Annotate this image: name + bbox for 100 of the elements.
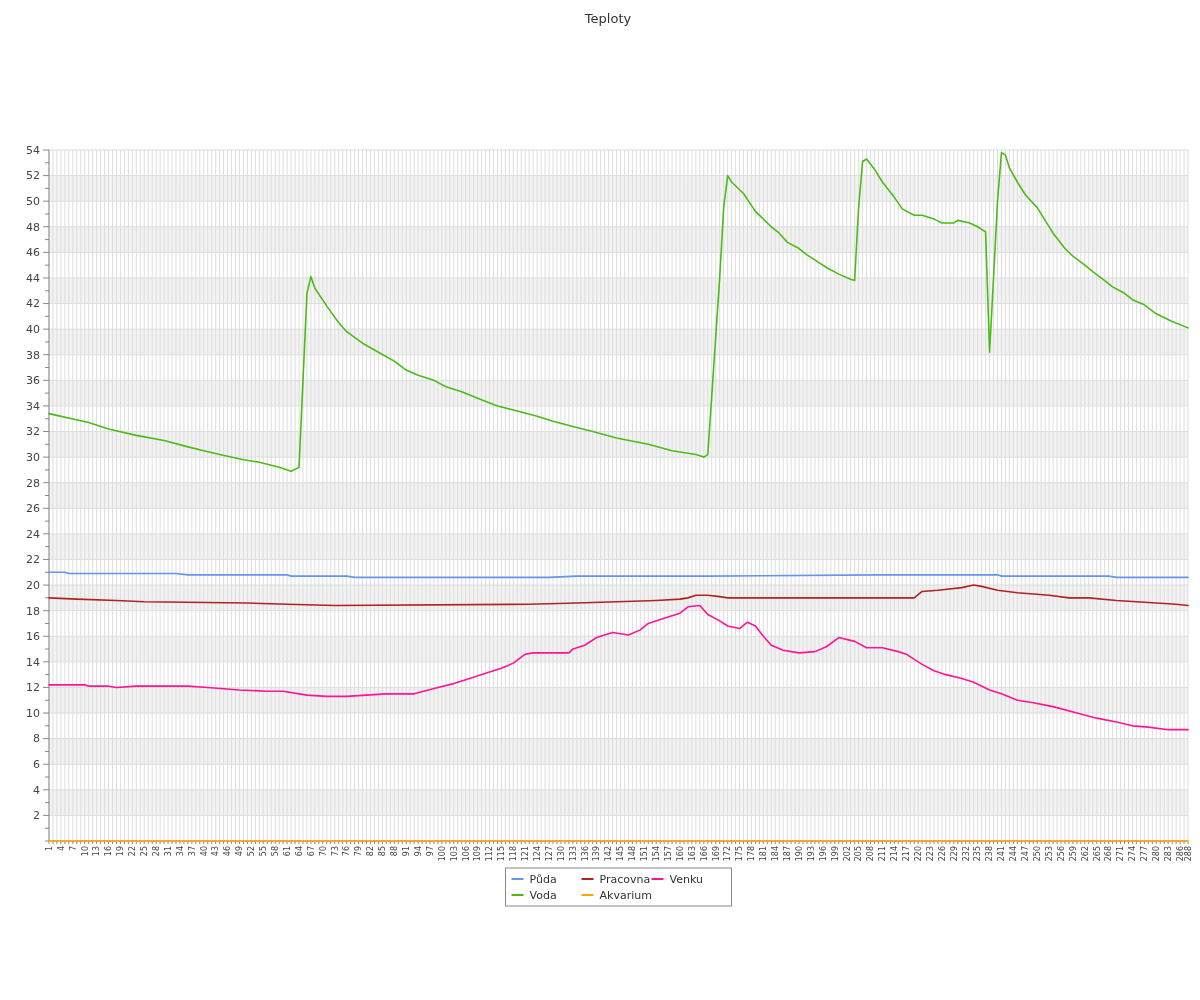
- x-tick-label: 235: [973, 846, 983, 862]
- x-tick-label: 238: [985, 846, 995, 862]
- x-tick-label: 118: [509, 846, 519, 862]
- x-tick-label: 91: [401, 846, 411, 857]
- x-tick-label: 94: [413, 846, 423, 857]
- x-tick-label: 88: [390, 846, 400, 857]
- y-tick-label: 4: [33, 783, 40, 797]
- x-tick-label: 37: [187, 846, 197, 857]
- x-tick-label: 115: [497, 846, 507, 862]
- x-tick-label: 256: [1056, 846, 1066, 862]
- x-tick-label: 31: [163, 846, 173, 857]
- x-tick-label: 100: [437, 846, 447, 862]
- x-tick-label: 211: [878, 846, 888, 862]
- x-tick-label: 46: [223, 846, 233, 857]
- x-tick-label: 208: [866, 846, 876, 862]
- x-tick-label: 112: [485, 846, 495, 862]
- x-tick-label: 277: [1140, 846, 1150, 862]
- x-tick-label: 166: [699, 846, 709, 862]
- x-tick-label: 64: [294, 846, 304, 857]
- x-tick-label: 130: [556, 846, 566, 862]
- x-tick-label: 250: [1032, 846, 1042, 862]
- x-tick-label: 139: [592, 846, 602, 862]
- x-tick-label: 214: [890, 846, 900, 862]
- line-series: [48, 604, 1189, 731]
- y-tick-label: 14: [26, 655, 40, 669]
- x-tick-label: 268: [1104, 846, 1114, 862]
- x-tick-label: 82: [366, 846, 376, 857]
- x-tick-label: 220: [913, 846, 923, 862]
- x-tick-label: 157: [663, 846, 673, 862]
- x-tick-label: 40: [199, 846, 209, 857]
- x-tick-label: 52: [247, 846, 257, 857]
- y-tick-label: 52: [26, 169, 40, 183]
- x-tick-label: 145: [616, 846, 626, 862]
- y-tick-label: 48: [26, 220, 40, 234]
- y-tick-label: 36: [26, 374, 40, 388]
- x-tick-label: 85: [378, 846, 388, 857]
- x-tick-label: 25: [140, 846, 150, 857]
- x-tick-label: 103: [449, 846, 459, 862]
- x-tick-label: 16: [104, 846, 114, 857]
- y-tick-label: 46: [26, 246, 40, 260]
- y-tick-label: 32: [26, 425, 40, 439]
- x-tick-label: 58: [271, 846, 281, 857]
- x-tick-label: 205: [854, 846, 864, 862]
- legend-label: Pracovna: [599, 872, 651, 886]
- legend-label: Půda: [529, 872, 557, 886]
- y-tick-label: 20: [26, 578, 40, 592]
- y-tick-label: 18: [26, 604, 40, 618]
- x-tick-label: 288: [1183, 846, 1193, 862]
- x-tick-label: 223: [925, 846, 935, 862]
- x-tick-label: 109: [473, 846, 483, 862]
- x-tick-label: 160: [675, 846, 685, 862]
- x-tick-label: 274: [1128, 846, 1138, 862]
- x-tick-label: 106: [461, 846, 471, 862]
- y-tick-label: 10: [26, 706, 40, 720]
- line-series: [48, 584, 1189, 607]
- x-tick-label: 28: [151, 846, 161, 857]
- x-tick-label: 229: [949, 846, 959, 862]
- y-tick-label: 40: [26, 323, 40, 336]
- x-tick-label: 154: [652, 846, 661, 862]
- y-tick-label: 30: [26, 450, 40, 464]
- x-tick-label: 232: [961, 846, 971, 862]
- x-tick-label: 262: [1080, 846, 1090, 862]
- x-tick-label: 7: [68, 846, 78, 852]
- y-tick-label: 38: [26, 348, 40, 362]
- x-tick-label: 244: [1009, 846, 1019, 862]
- x-tick-label: 79: [354, 846, 364, 857]
- y-tick-label: 24: [26, 527, 40, 541]
- x-tick-label: 136: [580, 846, 590, 862]
- y-tick-label: 6: [33, 758, 40, 772]
- x-tick-label: 4: [56, 846, 66, 852]
- x-tick-label: 10: [80, 846, 90, 857]
- x-tick-label: 172: [723, 846, 733, 862]
- x-tick-label: 181: [759, 846, 769, 862]
- x-tick-label: 193: [806, 846, 816, 862]
- x-tick-label: 13: [92, 846, 102, 857]
- x-tick-label: 163: [687, 846, 697, 862]
- y-tick-label: 34: [26, 399, 40, 413]
- x-tick-label: 196: [818, 846, 828, 862]
- x-tick-label: 49: [235, 846, 245, 857]
- y-tick-label: 8: [33, 732, 40, 746]
- x-tick-label: 142: [604, 846, 614, 862]
- y-tick-label: 12: [26, 681, 40, 695]
- x-tick-label: 253: [1044, 846, 1054, 862]
- y-tick-label: 42: [26, 297, 40, 311]
- y-tick-label: 22: [26, 553, 40, 567]
- legend-label: Akvarium: [599, 888, 652, 902]
- x-tick-label: 55: [259, 846, 269, 857]
- y-tick-label: 44: [26, 271, 40, 285]
- x-tick-label: 127: [544, 846, 554, 862]
- x-tick-label: 148: [628, 846, 638, 862]
- x-tick-label: 70: [318, 846, 328, 857]
- x-tick-label: 34: [175, 846, 185, 857]
- x-tick-label: 97: [425, 846, 435, 857]
- x-tick-label: 61: [282, 846, 292, 857]
- x-tick-label: 19: [116, 846, 126, 857]
- x-tick-label: 121: [521, 846, 531, 862]
- legend-label: Voda: [529, 888, 557, 902]
- x-tick-label: 1: [44, 846, 54, 852]
- x-tick-label: 133: [568, 846, 578, 862]
- y-tick-label: 54: [26, 143, 40, 157]
